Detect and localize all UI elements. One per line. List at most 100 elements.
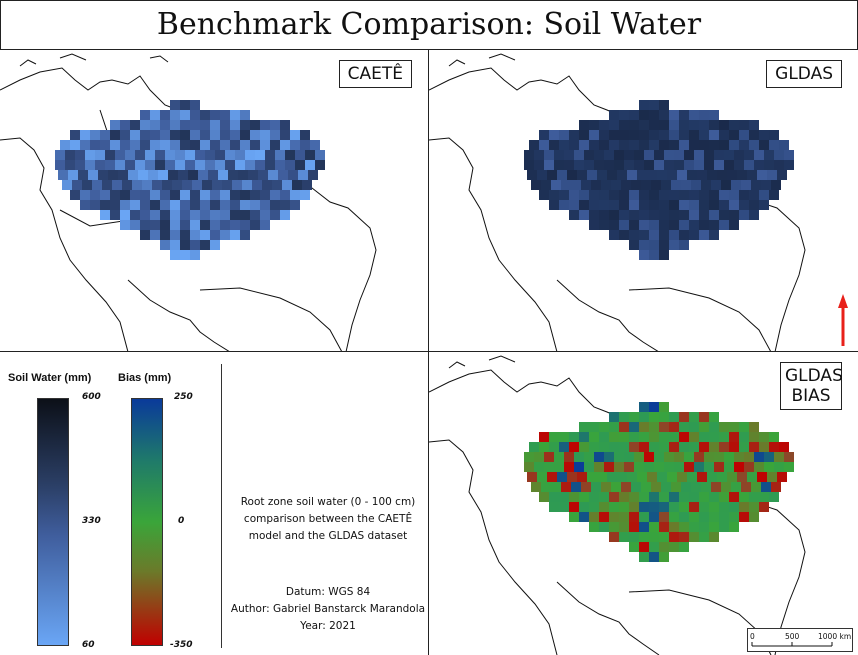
bias-grid-cell — [639, 492, 649, 502]
bias-grid-cell — [559, 492, 569, 502]
gldas-grid-cell — [659, 230, 669, 240]
caete-grid-cell — [200, 200, 210, 210]
gldas-grid-cell — [699, 210, 709, 220]
caete-grid-cell — [140, 140, 150, 150]
bias-grid-cell — [634, 462, 644, 472]
caete-grid-cell — [315, 160, 325, 170]
caete-grid-cell — [235, 150, 245, 160]
gldas-grid-cell — [701, 180, 711, 190]
bias-grid-cell — [679, 422, 689, 432]
caete-grid-cell — [215, 150, 225, 160]
bias-grid-cell — [737, 472, 747, 482]
gldas-grid-cell — [739, 210, 749, 220]
gldas-grid-cell — [651, 180, 661, 190]
bias-grid-cell — [679, 502, 689, 512]
bias-grid-cell — [719, 502, 729, 512]
gldas-grid-cell — [754, 160, 764, 170]
gldas-grid-cell — [649, 210, 659, 220]
bias-grid-cell — [669, 532, 679, 542]
bias-grid-cell — [689, 442, 699, 452]
bias-grid-cell — [711, 482, 721, 492]
caete-grid-cell — [265, 160, 275, 170]
gldas-grid-cell — [759, 130, 769, 140]
caete-grid-cell — [80, 130, 90, 140]
bias-grid-cell — [719, 432, 729, 442]
gldas-grid-cell — [551, 180, 561, 190]
caete-grid-cell — [278, 170, 288, 180]
caete-grid-cell — [130, 200, 140, 210]
gldas-grid-cell — [709, 130, 719, 140]
gldas-grid-cell — [559, 140, 569, 150]
caete-grid-cell — [160, 200, 170, 210]
caete-grid-cell — [210, 110, 220, 120]
bias-grid-cell — [659, 532, 669, 542]
gldas-grid-cell — [629, 200, 639, 210]
caete-grid-cell — [305, 150, 315, 160]
caete-grid-cell — [268, 170, 278, 180]
caete-grid-cell — [125, 150, 135, 160]
caete-grid-cell — [190, 210, 200, 220]
bias-grid-cell — [784, 462, 794, 472]
gldas-grid-cell — [674, 150, 684, 160]
caete-grid-cell — [175, 150, 185, 160]
bias-grid-cell — [639, 402, 649, 412]
caete-grid-cell — [90, 200, 100, 210]
gldas-grid-cell — [619, 210, 629, 220]
bias-grid-cell — [724, 452, 734, 462]
gldas-grid-cell — [679, 190, 689, 200]
bias-grid-cell — [687, 472, 697, 482]
gldas-grid-cell — [727, 170, 737, 180]
gldas-grid-cell — [749, 140, 759, 150]
caete-grid-cell — [198, 170, 208, 180]
caete-grid-cell — [75, 150, 85, 160]
gldas-grid-cell — [684, 150, 694, 160]
caete-grid-cell — [150, 190, 160, 200]
bias-grid-cell — [589, 522, 599, 532]
bias-grid-cell — [709, 522, 719, 532]
bias-grid-cell — [619, 422, 629, 432]
bias-grid-cell — [739, 502, 749, 512]
gldas-grid-cell — [654, 150, 664, 160]
gldas-map — [429, 53, 848, 351]
caete-grid-cell — [80, 190, 90, 200]
gldas-soil-water-grid — [524, 100, 794, 260]
gldas-grid-cell — [657, 170, 667, 180]
bias-grid-cell — [639, 442, 649, 452]
gldas-grid-cell — [637, 170, 647, 180]
bias-grid-cell — [751, 482, 761, 492]
gldas-grid-cell — [679, 120, 689, 130]
gldas-grid-cell — [639, 190, 649, 200]
bias-grid-cell — [669, 512, 679, 522]
gldas-grid-cell — [669, 190, 679, 200]
gldas-grid-cell — [689, 110, 699, 120]
gldas-grid-cell — [744, 160, 754, 170]
bias-grid-cell — [679, 492, 689, 502]
caete-grid-cell — [180, 230, 190, 240]
caete-grid-cell — [165, 150, 175, 160]
gldas-grid-cell — [549, 190, 559, 200]
gldas-grid-cell — [539, 140, 549, 150]
bias-grid-cell — [579, 422, 589, 432]
gldas-grid-cell — [591, 180, 601, 190]
gldas-grid-cell — [597, 170, 607, 180]
bias-grid-cell — [764, 452, 774, 462]
gldas-grid-cell — [581, 180, 591, 190]
caete-grid-cell — [230, 220, 240, 230]
bias-grid-cell — [567, 472, 577, 482]
bias-grid-cell — [629, 542, 639, 552]
bias-grid-cell — [629, 502, 639, 512]
bias-grid — [524, 402, 794, 562]
caete-grid-cell — [275, 150, 285, 160]
caete-grid-cell — [310, 140, 320, 150]
bias-grid-cell — [649, 542, 659, 552]
gldas-grid-cell — [707, 170, 717, 180]
caete-grid-cell — [70, 190, 80, 200]
bias-grid-cell — [619, 532, 629, 542]
caete-grid-cell — [195, 150, 205, 160]
caete-grid-cell — [190, 240, 200, 250]
bias-grid-cell — [761, 482, 771, 492]
gldas-grid-cell — [629, 140, 639, 150]
caete-grid-cell — [92, 180, 102, 190]
gldas-grid-cell — [721, 180, 731, 190]
caete-grid-cell — [85, 160, 95, 170]
